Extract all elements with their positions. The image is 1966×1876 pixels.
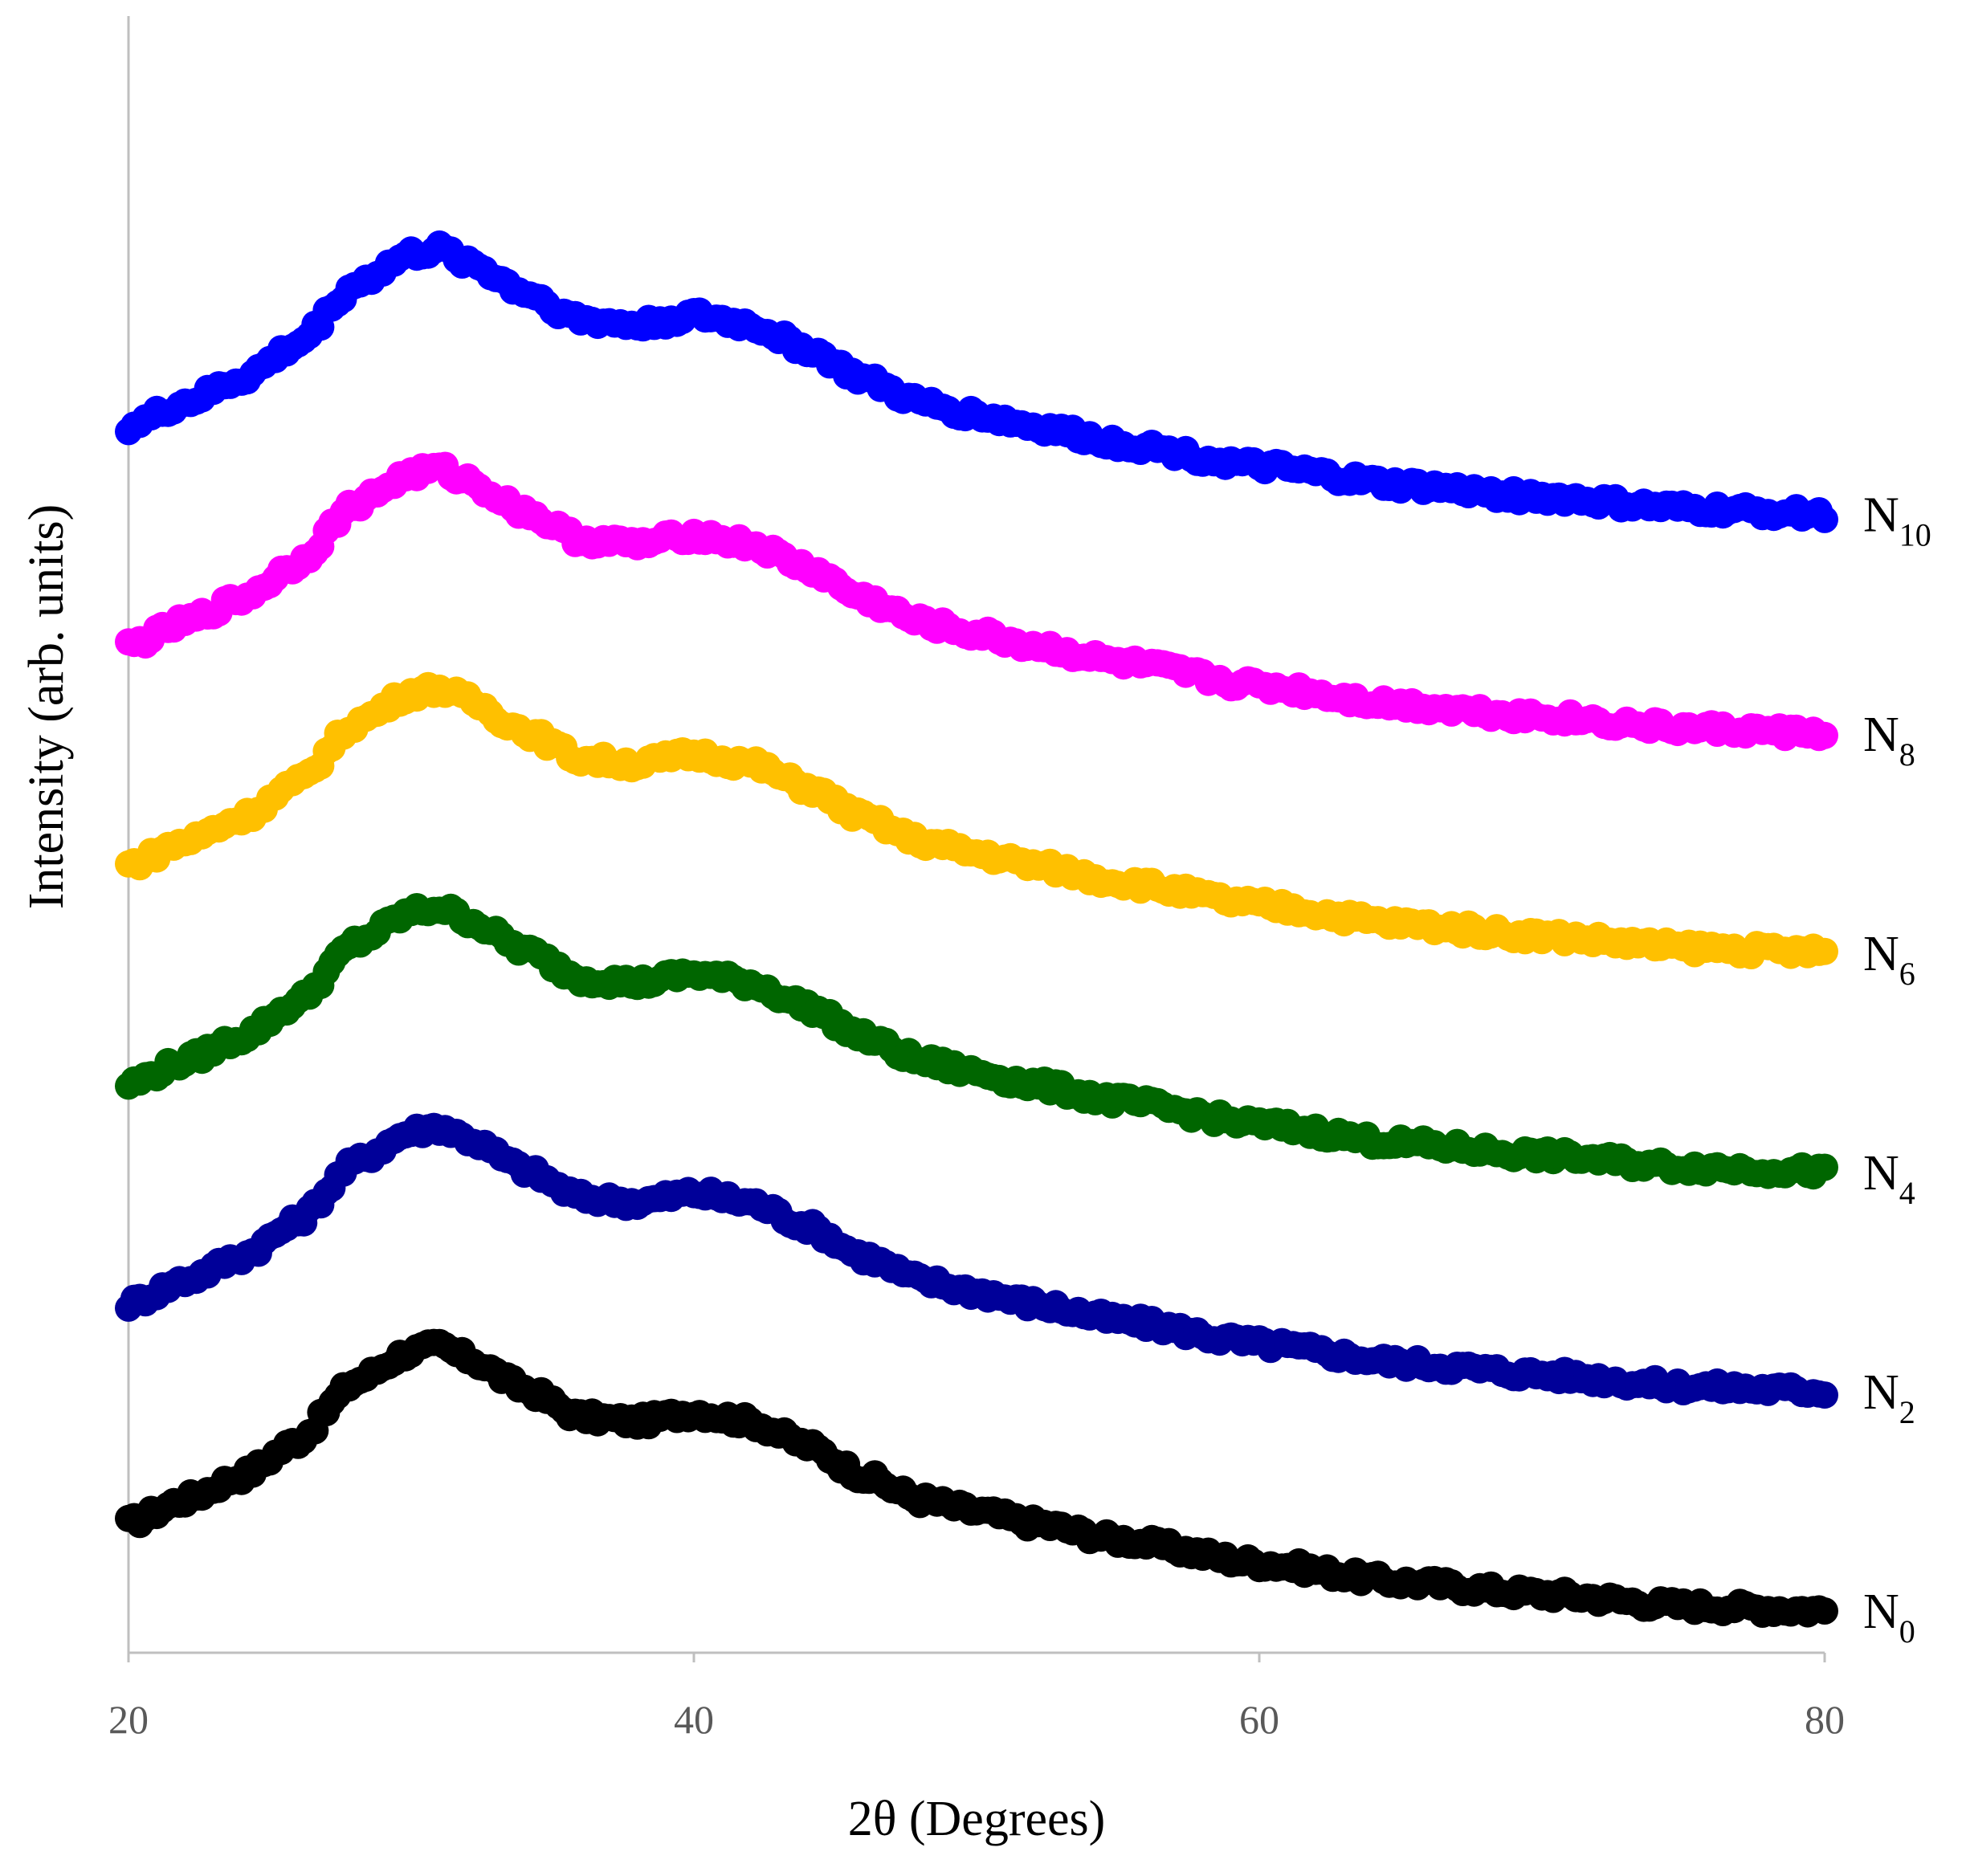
x-tick-label: 60 [1239,1697,1279,1742]
series-layer [115,230,1838,1628]
x-axis-title: 2θ (Degrees) [848,1792,1106,1846]
data-point [1811,1597,1838,1625]
series-label-n6: N6 [1863,927,1915,992]
data-point [1811,1381,1838,1409]
data-point [1811,1153,1838,1181]
series-label-n4: N4 [1863,1146,1915,1211]
x-tick-label: 40 [674,1697,714,1742]
series-label-n8: N8 [1863,708,1915,773]
series-n0 [115,1328,1838,1628]
series-label-n2: N2 [1863,1365,1915,1430]
series-n10 [115,230,1838,533]
data-point [1811,721,1838,749]
y-axis-title: Intensity (arb. units) [19,504,74,910]
series-n2 [115,1112,1838,1409]
data-point [1811,937,1838,965]
series-n6 [115,671,1838,969]
data-point [1811,505,1838,533]
x-ticks: 20 40 60 80 [108,1653,1845,1742]
x-tick-label: 20 [108,1697,149,1742]
x-tick-label: 80 [1805,1697,1845,1742]
series-n4 [115,893,1838,1190]
series-label-n0: N0 [1863,1584,1915,1650]
series-n8 [115,451,1838,752]
series-labels: N0 N2 N4 N6 N8 N10 [1863,488,1931,1650]
series-label-n10: N10 [1863,488,1931,553]
